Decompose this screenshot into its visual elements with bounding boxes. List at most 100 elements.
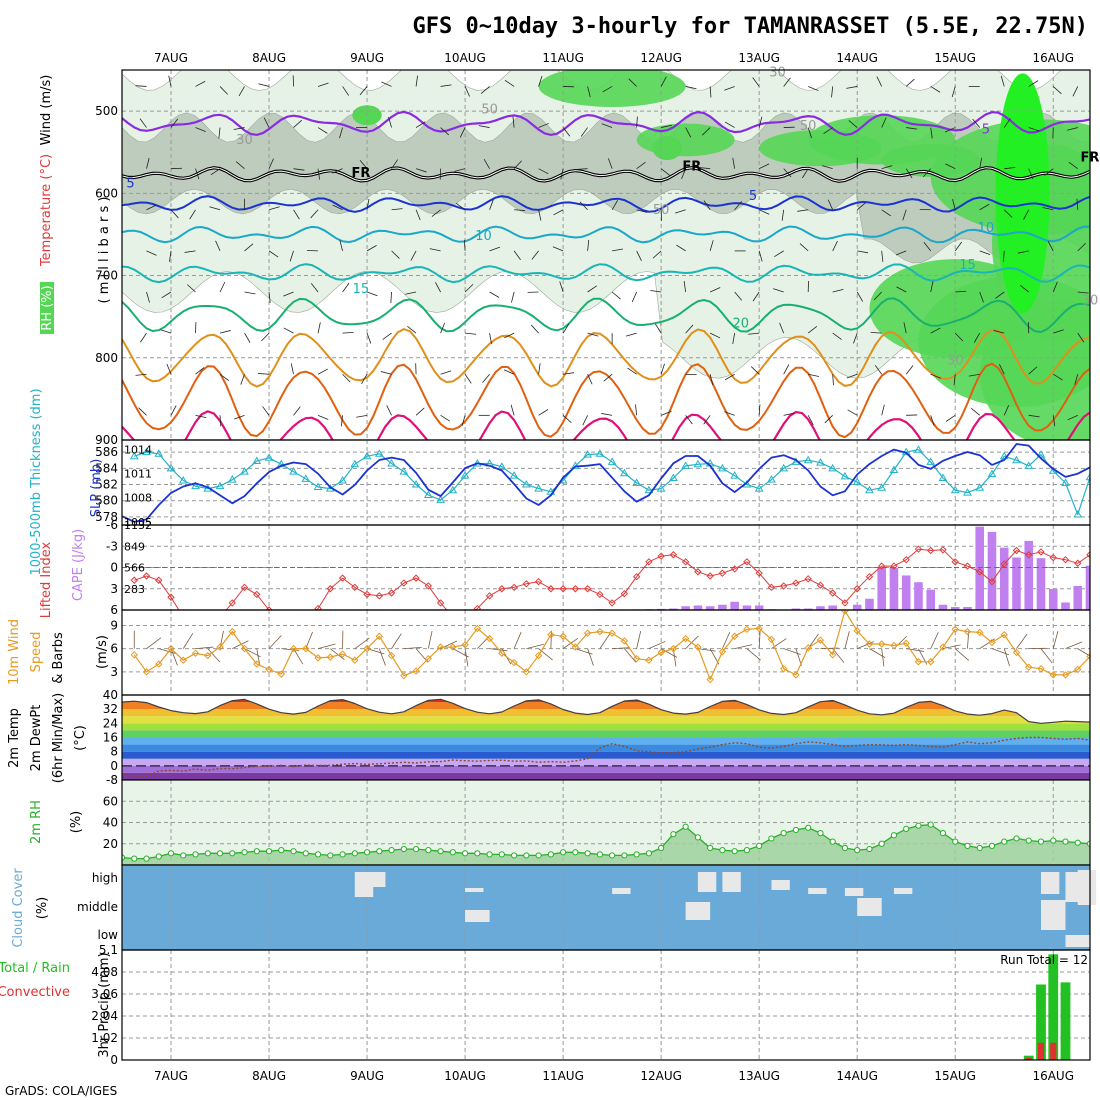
wind-barb <box>676 244 686 252</box>
wind-barb <box>219 281 226 293</box>
wind10-barb <box>330 648 345 661</box>
wind-barb <box>195 414 207 419</box>
panel-precip: 0 1.02 2.04 3.06 4.08 5.1 Run Total = 12 3hr Pr… <box>0 943 1091 1067</box>
wind10-speed-marker <box>804 644 812 652</box>
wind10-barb <box>391 633 402 649</box>
wind-barb <box>342 86 350 96</box>
panel-frame <box>121 949 1091 1061</box>
wind-barb <box>954 241 963 252</box>
wind-barb <box>538 409 549 416</box>
wind-barb <box>930 327 941 334</box>
date-label-bottom: 14AUG <box>836 1069 878 1083</box>
wind-barb <box>390 291 392 304</box>
rh2m-marker <box>694 834 701 841</box>
wind-barb <box>361 374 368 384</box>
wind10-barb <box>1016 633 1028 649</box>
wind-barb <box>258 373 270 375</box>
wind10-barb <box>942 644 961 650</box>
wind-barb <box>905 78 915 87</box>
wind10-barb <box>881 648 885 667</box>
thickness-marker <box>644 485 654 494</box>
wind-barb <box>366 332 372 344</box>
wind10-barb <box>146 637 162 649</box>
wind10-speed-marker <box>449 643 457 651</box>
wind-barb <box>405 291 417 295</box>
wind-barb <box>703 200 711 211</box>
thickness-tick-label: 586 <box>95 445 118 459</box>
temperature-contour <box>122 263 1090 284</box>
wind-barb <box>464 86 470 97</box>
wind-barb <box>1068 161 1078 169</box>
precip-total-bar <box>1036 984 1046 1060</box>
contour-label: 20 <box>733 316 750 331</box>
li-marker <box>865 573 874 581</box>
wind-barb <box>503 369 515 375</box>
wind10-speed-marker <box>877 640 886 648</box>
wind10-speed-marker <box>976 628 984 637</box>
wind-barb <box>734 201 743 211</box>
wind-barb <box>832 240 838 252</box>
wind-barb <box>195 367 205 375</box>
wind10-label-1: 10m Wind <box>7 619 22 685</box>
cape-bar <box>803 608 813 610</box>
rh2m-marker <box>621 852 628 859</box>
wind-barb <box>881 209 892 217</box>
li-marker <box>387 589 396 597</box>
wind-barb <box>635 404 638 416</box>
li-marker <box>755 569 763 577</box>
rh2m-marker <box>388 847 395 854</box>
wind-barb <box>832 332 842 340</box>
wind10-barb <box>232 640 249 649</box>
li-marker <box>142 572 151 580</box>
wind-axis-label: Wind (m/s) <box>39 75 54 146</box>
date-label-bottom: 10AUG <box>444 1069 486 1083</box>
thickness-marker <box>632 478 642 486</box>
wind-barb <box>461 415 466 427</box>
li-marker <box>278 614 284 620</box>
precip-tick-label: 5.1 <box>99 943 118 957</box>
wind10-barb <box>832 648 845 663</box>
wind-barb <box>440 370 452 375</box>
wind-barb <box>902 209 907 221</box>
wind10-speed-marker <box>473 624 482 633</box>
thickness-marker <box>448 485 458 494</box>
rh2m-marker <box>1062 838 1069 845</box>
wind10-tick-label: 9 <box>110 618 118 632</box>
rh-blob-70 <box>538 70 686 107</box>
wind10-speed-marker <box>498 649 506 657</box>
wind10-speed-marker <box>559 632 567 640</box>
wind-barb <box>650 290 662 293</box>
temp-band <box>122 716 1090 724</box>
wind-barb <box>1028 168 1034 180</box>
rh2m-marker <box>1025 837 1032 844</box>
date-label-bottom: 12AUG <box>640 1069 682 1083</box>
thickness-marker <box>926 457 936 465</box>
pressure-tick-label: 500 <box>95 104 118 118</box>
cape-bar <box>901 575 911 610</box>
precip-conv-bar <box>1050 1042 1057 1060</box>
wind-barb <box>195 80 206 87</box>
wind10-barb <box>281 648 300 651</box>
wind-barb <box>238 86 245 97</box>
wind10-speed-marker <box>289 644 298 653</box>
temperature-contour <box>122 110 1090 137</box>
thickness-marker <box>362 451 372 460</box>
li-marker <box>976 568 984 576</box>
li-marker <box>681 558 690 566</box>
wind-barb <box>244 243 254 252</box>
rh-legend-swatch <box>40 282 54 334</box>
thickness-marker <box>1036 450 1046 458</box>
precip-total-label: Total / Rain <box>0 961 70 976</box>
t2m-tick-label: 0 <box>110 759 118 773</box>
thickness-marker <box>877 483 887 491</box>
cape-bar <box>1024 540 1034 610</box>
wind10-speed-marker <box>314 654 322 662</box>
temperature-contour <box>122 225 1090 244</box>
wind-barb <box>881 250 884 262</box>
wind-barb <box>856 291 864 302</box>
wind10-label-3: & Barbs <box>51 632 66 684</box>
li-marker <box>559 585 567 593</box>
wind-barb <box>799 243 809 252</box>
wind-barb <box>759 209 770 215</box>
